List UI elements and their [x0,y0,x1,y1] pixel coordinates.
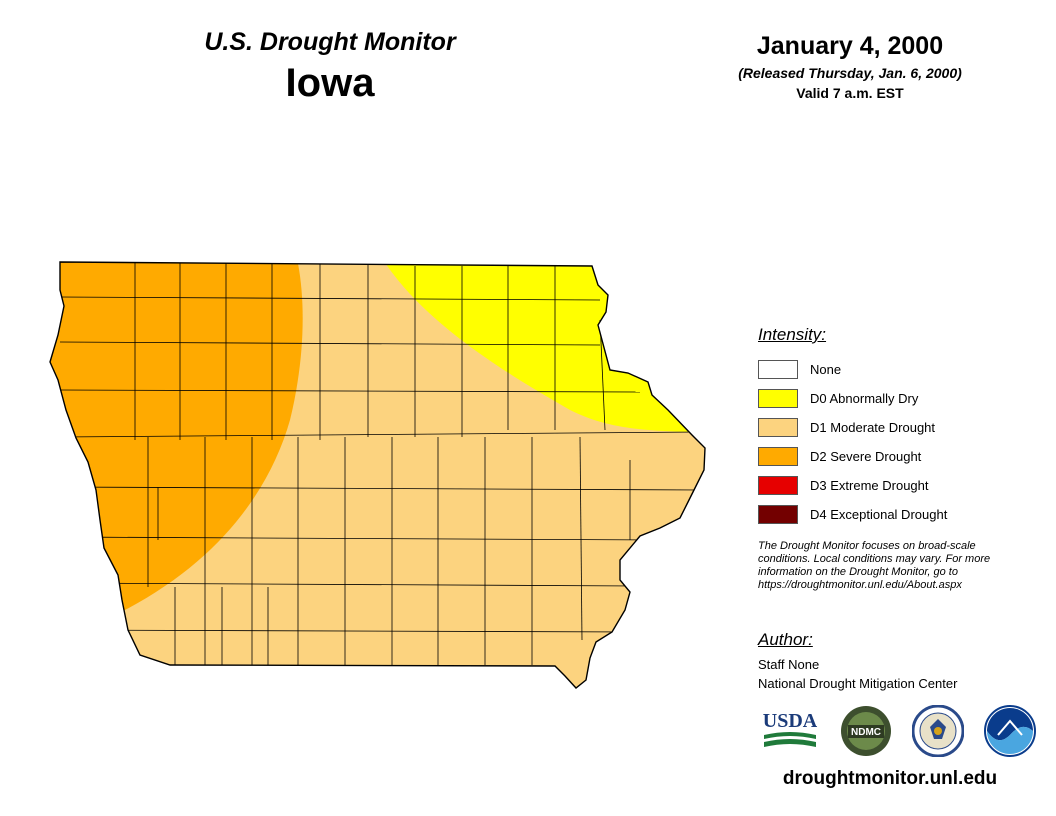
legend-label: D2 Severe Drought [810,449,922,464]
iowa-drought-map [49,261,706,689]
note-link[interactable]: https://droughtmonitor.unl.edu/About.asp… [758,579,962,591]
legend-label: D3 Extreme Drought [810,478,929,493]
legend-label: D0 Abnormally Dry [810,391,919,406]
doc-seal-icon [912,705,964,757]
ndmc-logo-icon: NDMC [841,706,891,756]
author-name: Staff None [758,657,820,672]
map-date: January 4, 2000 [756,32,944,60]
header-right: January 4, 2000 (Released Thursday, Jan.… [690,32,1010,101]
disclaimer-note: The Drought Monitor focuses on broad-sca… [758,540,1048,592]
swatch-none-icon [758,360,798,379]
svg-text:USDA: USDA [763,710,818,732]
drought-regions [50,262,705,688]
legend-item-d2: D2 Severe Drought [758,442,1048,471]
release-date: (Released Thursday, Jan. 6, 2000) [738,65,962,81]
product-title: U.S. Drought Monitor [204,28,456,56]
noaa-logo-icon [984,705,1036,757]
state-title: Iowa [285,61,375,105]
usda-logo-icon: USDA [763,710,818,747]
swatch-d4-icon [758,505,798,524]
author-org: National Drought Mitigation Center [758,676,958,691]
legend-item-d1: D1 Moderate Drought [758,413,1048,442]
note-line: The Drought Monitor focuses on broad-sca… [758,540,976,552]
legend-label: D4 Exceptional Drought [810,507,948,522]
legend-label: None [810,362,842,377]
legend-item-d3: D3 Extreme Drought [758,471,1048,500]
swatch-d2-icon [758,447,798,466]
note-line: conditions. Local conditions may vary. F… [758,553,991,565]
valid-time: Valid 7 a.m. EST [796,85,904,101]
author-title: Author: [758,630,813,649]
header-left: U.S. Drought Monitor Iowa [180,28,480,106]
legend-item-d4: D4 Exceptional Drought [758,500,1048,529]
swatch-d0-icon [758,389,798,408]
site-url[interactable]: droughtmonitor.unl.edu [782,768,998,789]
legend-title: Intensity: [758,325,827,344]
swatch-d3-icon [758,476,798,495]
legend-label: D1 Moderate Drought [810,420,936,435]
legend: Intensity: None D0 Abnormally Dry D1 Mod… [758,325,1048,529]
swatch-d1-icon [758,418,798,437]
note-line: information on the Drought Monitor, go t… [758,566,958,578]
svg-text:NDMC: NDMC [851,727,881,738]
legend-item-d0: D0 Abnormally Dry [758,384,1048,413]
county-lines [59,262,701,665]
legend-item-none: None [758,355,1048,384]
partner-logos: USDA NDMC [762,705,1042,763]
